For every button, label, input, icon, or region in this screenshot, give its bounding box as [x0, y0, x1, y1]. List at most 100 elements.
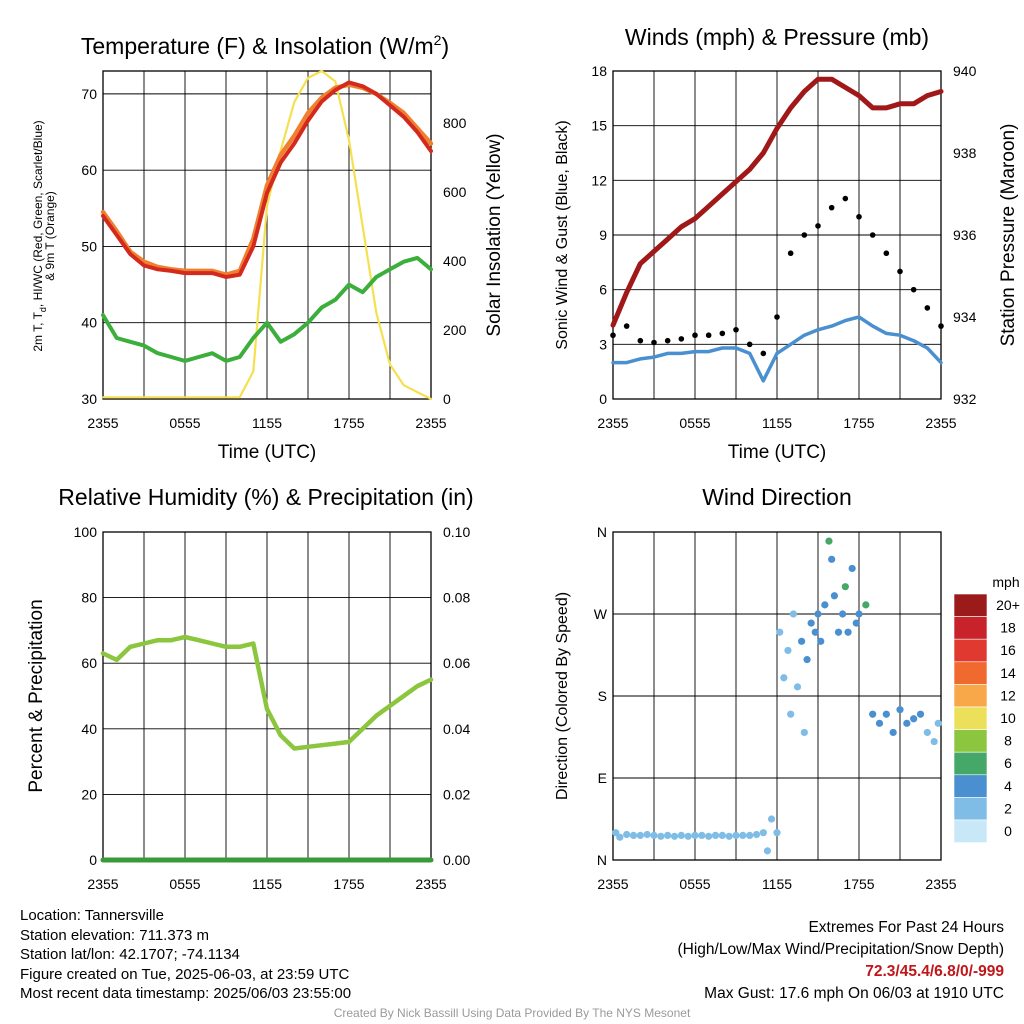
created-text: Figure created on Tue, 2025-06-03, at 23… [20, 965, 350, 983]
y2-tick-label: 938 [953, 145, 977, 161]
x-tick-label: 2355 [925, 876, 956, 892]
x-tick-label: 1155 [762, 415, 792, 431]
direction-point [718, 831, 726, 840]
direction-point [705, 832, 713, 840]
legend-label: 12 [1000, 687, 1016, 703]
gust-point [869, 232, 876, 238]
y-axis-label: Percent & Precipitation [26, 599, 47, 792]
direction-point [787, 710, 795, 718]
extremes-title: Extremes For Past 24 Hours [808, 919, 1004, 936]
series-2m-t [101, 80, 433, 279]
y-tick-label: 70 [81, 86, 97, 102]
direction-point [670, 832, 679, 840]
y2-tick-label: 600 [443, 184, 467, 200]
gust-point [651, 339, 657, 346]
y-tick-label: 50 [81, 238, 97, 254]
direction-point [657, 832, 665, 840]
direction-point [814, 610, 822, 618]
y-tick-label: 100 [74, 524, 98, 540]
direction-point [776, 628, 784, 636]
y2-tick-label: 940 [953, 63, 977, 79]
direction-point [677, 831, 685, 840]
y-axis-label: Direction (Colored By Speed) [554, 592, 571, 800]
y2-axis-label-text: Station Pressure (Maroon) [998, 124, 1019, 347]
series-station-pressure [610, 76, 944, 328]
gust-point [719, 330, 726, 337]
legend-label: 2 [1004, 800, 1012, 816]
direction-point [636, 831, 644, 840]
chart-panel-4: 2355 0555 1155 1755 2355 N E S W N Wind Direction D… [554, 484, 1020, 892]
title-superscript: 2 [434, 32, 442, 48]
y2-tick-label: 0.00 [443, 852, 470, 868]
y2-tick-label: 0.04 [443, 721, 470, 737]
direction-point [780, 674, 788, 682]
direction-point [711, 831, 720, 840]
x-tick-label: 2355 [597, 415, 628, 431]
legend-label: 18 [1000, 620, 1016, 636]
gust-point [623, 323, 630, 329]
extremes-panel: Extremes For Past 24 Hours (High/Low/Max… [678, 917, 1005, 1005]
y-axis-label: 2m T, Td, HI/WC (Red, Green, Scarlet/Blu… [31, 120, 57, 351]
y2-tick-label: 0.08 [443, 590, 470, 606]
direction-point [623, 830, 631, 839]
y-axis-label-text: Sonic Wind & Gust (Blue, Black) [554, 120, 571, 349]
direction-point [664, 831, 672, 840]
y-tick-label: S [598, 688, 607, 704]
y-tick-label: 15 [591, 118, 607, 134]
y2-tick-label: 936 [953, 227, 977, 243]
y2-axis-label-text: Solar Insolation (Yellow) [484, 133, 505, 336]
speed-legend: mph 20+ 18 16 14 12 10 8 6 4 2 0 [953, 574, 1020, 843]
y2-tick-label: 932 [953, 391, 977, 407]
direction-point [725, 832, 733, 840]
direction-point [848, 564, 856, 573]
x-tick-label: 0555 [169, 876, 200, 892]
y2-tick-label: 0 [443, 391, 451, 407]
legend-swatch [953, 774, 988, 798]
location-text: Location: Tannersville [20, 907, 164, 924]
extremes-subtitle: (High/Low/Max Wind/Precipitation/Snow De… [677, 941, 1005, 958]
direction-point [817, 637, 825, 645]
gust-point [856, 213, 862, 220]
direction-point [869, 710, 877, 718]
elevation-text: Station elevation: 711.373 m [20, 926, 210, 944]
direction-point [841, 583, 849, 591]
direction-point [732, 831, 740, 840]
direction-point [739, 831, 747, 840]
max-gust-text: Max Gust: 17.6 mph On 06/03 at 1910 UTC [704, 985, 1004, 1002]
chart-panel-1: 2355 0555 1155 1755 2355 30 40 50 60 70 0 200 400 600… [31, 32, 505, 463]
direction-point [830, 592, 839, 600]
y-tick-label: 6 [599, 282, 607, 298]
gust-point [924, 305, 931, 311]
gust-point [828, 204, 835, 211]
legend-label: 4 [1004, 778, 1012, 794]
series-relative-humidity [100, 634, 434, 751]
latlon-text: Station lat/lon: 42.1707; -74.1134 [20, 946, 240, 963]
y-tick-label: 0 [89, 852, 97, 868]
y-tick-label: N [597, 524, 607, 540]
y-axis-label-line1: 2m T, Td, HI/WC (Red, Green, Scarlet/Blu… [31, 120, 48, 351]
direction-point [616, 833, 624, 841]
legend-label: 8 [1004, 733, 1012, 749]
y2-tick-label: 400 [443, 253, 467, 269]
direction-point [773, 829, 781, 837]
direction-point [763, 847, 772, 855]
direction-point [875, 719, 884, 727]
direction-point [800, 728, 808, 737]
y2-tick-label: 200 [443, 322, 467, 338]
gust-point [815, 223, 821, 229]
direction-point [821, 601, 829, 609]
gust-point [746, 341, 753, 348]
direction-point [834, 628, 843, 636]
gust-point [842, 195, 849, 202]
y2-axis-label: Station Pressure (Maroon) [998, 124, 1019, 347]
direction-point [862, 601, 870, 609]
y-axis-label-text: Direction (Colored By Speed) [554, 592, 571, 800]
plot-frame [612, 70, 942, 400]
chart-panel-3: 2355 0555 1155 1755 2355 0 20 40 60 80 100 0.00 0.02… [26, 484, 474, 892]
station-info: Location: Tannersville Station elevation… [20, 906, 351, 1004]
gust-point [883, 250, 890, 257]
x-tick-label: 0555 [679, 876, 710, 892]
x-tick-label: 1755 [843, 415, 874, 431]
direction-point [807, 619, 815, 627]
